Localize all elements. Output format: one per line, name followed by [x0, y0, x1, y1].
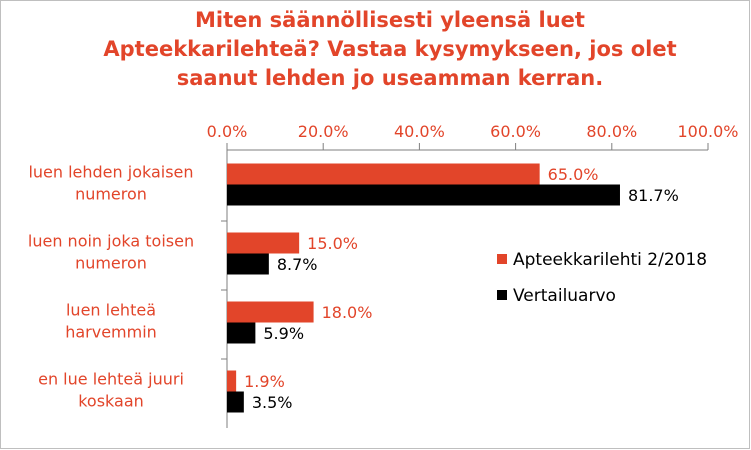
- x-tick-label: 80.0%: [586, 122, 637, 141]
- data-label: 15.0%: [307, 234, 358, 253]
- x-tick-label: 20.0%: [298, 122, 349, 141]
- x-tick-label: 0.0%: [207, 122, 248, 141]
- bar-vertailuarvo: [227, 391, 244, 413]
- data-label: 3.5%: [252, 393, 293, 412]
- data-label: 81.7%: [628, 186, 679, 205]
- legend-swatch: [497, 290, 507, 300]
- legend-label: Apteekkarilehti 2/2018: [513, 250, 707, 270]
- x-tick-label: 40.0%: [394, 122, 445, 141]
- bar-vertailuarvo: [227, 253, 269, 275]
- bar-apteekkarilehti: [227, 163, 540, 185]
- x-tick-label: 100.0%: [677, 122, 738, 141]
- bar-apteekkarilehti: [227, 370, 237, 392]
- bar-vertailuarvo: [227, 322, 256, 344]
- category-label: harvemmin: [65, 323, 157, 342]
- data-label: 8.7%: [277, 255, 318, 274]
- data-label: 1.9%: [244, 372, 285, 391]
- category-label: numeron: [75, 185, 147, 204]
- category-label: luen noin joka toisen: [28, 232, 194, 251]
- category-label: koskaan: [78, 392, 144, 411]
- bar-vertailuarvo: [227, 184, 620, 206]
- bar-apteekkarilehti: [227, 232, 300, 254]
- category-label: luen lehden jokaisen: [28, 163, 193, 182]
- legend-swatch: [497, 254, 507, 264]
- chart-title-line-1: Miten säännöllisesti yleensä luet: [195, 8, 585, 32]
- bar-apteekkarilehti: [227, 301, 314, 323]
- chart-title-line-3: saanut lehden jo useamman kerran.: [176, 66, 604, 90]
- chart-title: Miten säännöllisesti yleensä luet Apteek…: [60, 6, 720, 93]
- x-tick-label: 60.0%: [490, 122, 541, 141]
- chart-title-line-2: Apteekkarilehteä? Vastaa kysymykseen, jo…: [103, 37, 677, 61]
- category-label: numeron: [75, 254, 147, 273]
- data-label: 18.0%: [322, 303, 373, 322]
- category-label: en lue lehteä juuri: [38, 370, 184, 389]
- category-label: luen lehteä: [66, 301, 156, 320]
- legend-label: Vertailuarvo: [513, 286, 616, 306]
- data-label: 65.0%: [548, 165, 599, 184]
- data-label: 5.9%: [263, 324, 304, 343]
